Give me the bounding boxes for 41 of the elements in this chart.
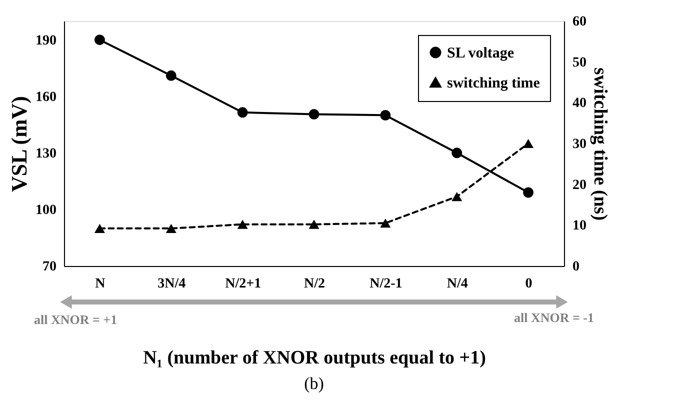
- y2-tick-label: 40: [572, 96, 586, 112]
- legend-label: SL voltage: [447, 46, 514, 62]
- point: [380, 110, 391, 120]
- y2-tick-label: 50: [572, 55, 586, 70]
- x-tick-label: N: [95, 276, 106, 292]
- legend-label: switching time: [447, 76, 540, 92]
- y-tick-label: 160: [36, 90, 56, 105]
- point: [452, 192, 462, 202]
- point: [166, 224, 176, 233]
- x-tick-label: 3N/4: [158, 276, 186, 292]
- y-tick-label: 100: [36, 202, 56, 218]
- y2-axis-title: switching time (ns): [590, 67, 610, 221]
- point: [308, 220, 320, 229]
- y2-tick-label: 60: [572, 14, 586, 30]
- y-tick-label: 70: [42, 260, 56, 274]
- y-tick-label: 190: [36, 33, 56, 48]
- x-tick-label: 0: [525, 276, 532, 292]
- text: all XNOR = -1: [514, 310, 594, 325]
- y-tick-label: 130: [36, 146, 56, 162]
- x-tick-label: N/2: [304, 276, 325, 292]
- text: all XNOR = +1: [34, 312, 118, 327]
- y-axis-title: VSL (mV): [6, 96, 32, 192]
- point: [94, 224, 105, 233]
- point: [523, 138, 534, 148]
- y2-tick-label: 30: [572, 137, 586, 152]
- y2-tick-label: 10: [572, 218, 586, 234]
- point: [380, 218, 391, 228]
- point: [237, 220, 248, 229]
- point: [452, 148, 462, 158]
- text: (b): [304, 374, 324, 393]
- point: [523, 187, 534, 198]
- point: [237, 107, 248, 118]
- x-tick-label: N/2-1: [370, 276, 402, 292]
- x-tick-label: N/2+1: [225, 276, 262, 292]
- y2-tick-label: 0: [572, 260, 580, 274]
- point: [308, 109, 320, 120]
- point: [94, 34, 105, 46]
- x-axis-title: N₁ (number of XNOR outputs equal to +1): [143, 348, 486, 368]
- x-tick-label: N/4: [446, 276, 468, 292]
- y2-tick-label: 20: [572, 178, 586, 193]
- point: [166, 70, 176, 81]
